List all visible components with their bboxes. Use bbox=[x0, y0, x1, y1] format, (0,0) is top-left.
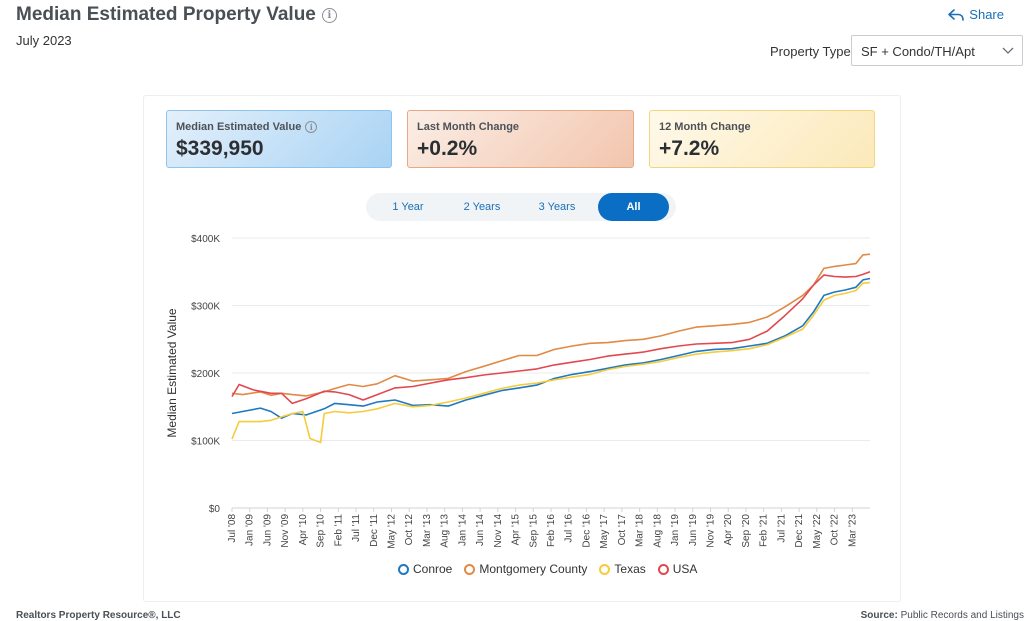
series-line-texas bbox=[231, 281, 871, 444]
y-axis-label: Median Estimated Value bbox=[165, 308, 179, 438]
x-tick-label: May '17 bbox=[599, 514, 610, 549]
range-1-year-button[interactable]: 1 Year bbox=[392, 201, 424, 213]
legend-marker bbox=[464, 563, 476, 575]
x-tick-label: Oct '12 bbox=[404, 514, 415, 546]
legend-item-texas[interactable]: Texas bbox=[599, 562, 646, 576]
x-tick-label: May '12 bbox=[387, 514, 398, 549]
stat-label: 12 Month Change bbox=[659, 121, 751, 133]
x-tick-label: Nov '14 bbox=[493, 514, 504, 548]
footer-source-value: Public Records and Listings bbox=[900, 610, 1024, 621]
x-tick-label: Apr '15 bbox=[511, 514, 522, 546]
info-icon[interactable]: i bbox=[305, 121, 318, 133]
x-tick-label: Mar '18 bbox=[635, 514, 646, 547]
series-line-usa bbox=[231, 271, 871, 405]
property-type-select[interactable]: SF + Condo/TH/Apt bbox=[851, 35, 1023, 66]
x-tick-label: Aug '18 bbox=[652, 514, 663, 548]
stat-label: Median Estimated Value bbox=[176, 121, 302, 133]
x-tick-label: Mar '13 bbox=[422, 514, 433, 547]
x-tick-label: Apr '20 bbox=[723, 514, 734, 546]
y-tick-label: $300K bbox=[191, 302, 220, 313]
legend-label: USA bbox=[672, 562, 698, 576]
x-tick-label: May '22 bbox=[812, 514, 823, 549]
legend-item-montgomery-county[interactable]: Montgomery County bbox=[464, 562, 587, 576]
x-tick-label: Sep '10 bbox=[316, 514, 327, 548]
x-tick-label: Dec '11 bbox=[369, 514, 380, 547]
x-tick-label: Jul '16 bbox=[564, 514, 575, 543]
x-tick-label: Mar '23 bbox=[847, 514, 858, 547]
info-icon[interactable]: i bbox=[321, 7, 337, 23]
stat-value: +0.2% bbox=[417, 137, 478, 160]
chart-card bbox=[143, 95, 901, 602]
x-tick-label: Nov '09 bbox=[280, 514, 291, 548]
page-title: Median Estimated Property Value i bbox=[16, 4, 337, 26]
legend-item-usa[interactable]: USA bbox=[657, 562, 698, 576]
x-tick-label: Jan '14 bbox=[457, 514, 468, 546]
x-tick-label: Jul '11 bbox=[351, 514, 362, 542]
x-tick-label: Jun '14 bbox=[475, 514, 486, 546]
legend-marker bbox=[398, 563, 409, 575]
stat-value: +7.2% bbox=[659, 137, 720, 160]
page-title-text: Median Estimated Property Value bbox=[16, 4, 316, 25]
x-tick-label: Dec '21 bbox=[794, 514, 805, 548]
x-tick-label: Sep '15 bbox=[528, 514, 539, 548]
range-2-years-button[interactable]: 2 Years bbox=[463, 201, 501, 213]
x-tick-label: Oct '22 bbox=[830, 514, 841, 546]
y-tick-label: $0 bbox=[209, 504, 221, 515]
y-tick-label: $200K bbox=[191, 369, 220, 380]
x-tick-label: Jun '09 bbox=[262, 514, 273, 546]
footer-copyright: Realtors Property Resource®, LLC bbox=[16, 610, 181, 621]
property-type-value: SF + Condo/TH/Apt bbox=[861, 44, 975, 59]
x-tick-label: Dec '16 bbox=[581, 514, 592, 548]
range-all-button[interactable]: All bbox=[598, 193, 669, 221]
x-tick-label: Feb '16 bbox=[546, 514, 557, 547]
legend-item-conroe[interactable]: Conroe bbox=[398, 562, 452, 576]
legend-marker bbox=[657, 563, 669, 575]
x-tick-label: Apr '10 bbox=[298, 514, 309, 546]
x-tick-label: Aug '13 bbox=[440, 514, 451, 548]
y-tick-label: $400K bbox=[191, 234, 220, 245]
stat-12-month-change: 12 Month Change +7.2% bbox=[649, 110, 875, 168]
x-tick-label: Nov '19 bbox=[706, 514, 717, 548]
stat-value: $339,950 bbox=[176, 137, 264, 160]
footer-source-label: Source: bbox=[860, 610, 898, 621]
range-selector: 1 Year 2 Years 3 Years All bbox=[366, 193, 676, 221]
chart-legend: Conroe Montgomery County Texas USA bbox=[398, 562, 709, 576]
x-tick-label: Jun '19 bbox=[688, 514, 699, 546]
x-tick-label: Feb '11 bbox=[333, 514, 344, 547]
x-tick-label: Jan '09 bbox=[245, 514, 256, 546]
share-icon bbox=[948, 8, 965, 21]
x-tick-label: Jan '19 bbox=[670, 514, 681, 546]
stat-median-value: Median Estimated Value i $339,950 bbox=[166, 110, 392, 168]
legend-label: Montgomery County bbox=[479, 562, 588, 576]
footer-source: Source: Public Records and Listings bbox=[861, 610, 1024, 621]
page-subtitle: July 2023 bbox=[16, 33, 72, 48]
chevron-down-icon bbox=[1002, 47, 1014, 54]
legend-label: Texas bbox=[614, 562, 646, 576]
x-tick-label: Jul '08 bbox=[227, 514, 238, 543]
x-tick-label: Sep '20 bbox=[741, 514, 752, 548]
range-3-years-button[interactable]: 3 Years bbox=[538, 201, 576, 213]
x-tick-label: Jul '21 bbox=[776, 514, 787, 543]
x-tick-label: Oct '17 bbox=[617, 514, 628, 546]
legend-marker bbox=[599, 563, 611, 575]
series-line-conroe bbox=[231, 277, 871, 419]
legend-label: Conroe bbox=[413, 562, 453, 576]
share-button[interactable]: Share bbox=[947, 7, 1004, 22]
stat-last-month-change: Last Month Change +0.2% bbox=[407, 110, 634, 168]
share-label: Share bbox=[969, 7, 1004, 22]
stat-label: Last Month Change bbox=[417, 121, 520, 133]
property-type-label: Property Type bbox=[770, 44, 851, 59]
x-tick-label: Feb '21 bbox=[759, 514, 770, 547]
y-tick-label: $100K bbox=[191, 437, 220, 448]
